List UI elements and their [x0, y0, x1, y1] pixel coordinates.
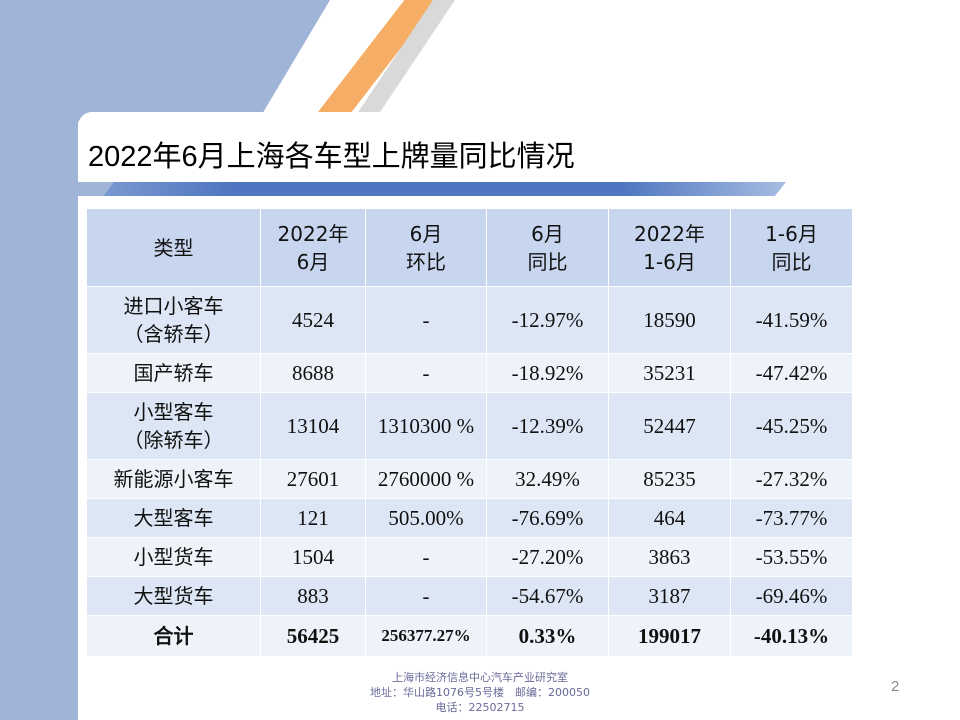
cell-ytd-yoy: -73.77% — [730, 498, 853, 538]
cell-ytd-yoy: -27.32% — [730, 459, 853, 499]
cell-type: 国产轿车 — [86, 353, 261, 393]
cell-type: 小型客车 （除轿车） — [86, 392, 261, 460]
cell-mom: - — [365, 576, 487, 616]
table-total-row: 合计 56425 256377.27% 0.33% 199017 -40.13% — [86, 615, 853, 657]
registration-table: 类型 2022年 6月 6月 环比 6月 同比 2022年 1-6月 1-6月 同比 进口… — [86, 208, 853, 657]
table-row: 大型货车 883 - -54.67% 3187 -69.46% — [86, 576, 853, 616]
table-row: 国产轿车 8688 - -18.92% 35231 -47.42% — [86, 353, 853, 393]
cell-ytd: 52447 — [608, 392, 731, 460]
title-underline-accent — [44, 182, 114, 196]
page-number: 2 — [891, 678, 900, 695]
cell-ytd-yoy: -41.59% — [730, 286, 853, 354]
footer-org: 上海市经济信息中心汽车产业研究室 — [392, 671, 568, 684]
cell-mom: - — [365, 537, 487, 577]
cell-ytd-yoy: -53.55% — [730, 537, 853, 577]
cell-type: 进口小客车 （含轿车） — [86, 286, 261, 354]
cell-ytd: 35231 — [608, 353, 731, 393]
header-ytd-yoy: 1-6月 同比 — [730, 208, 853, 287]
cell-ytd: 85235 — [608, 459, 731, 499]
cell-yoy: -54.67% — [486, 576, 609, 616]
cell-mom: 2760000 % — [365, 459, 487, 499]
cell-total-mom: 256377.27% — [365, 615, 487, 657]
header-june-yoy: 6月 同比 — [486, 208, 609, 287]
cell-yoy: -12.97% — [486, 286, 609, 354]
cell-type: 小型货车 — [86, 537, 261, 577]
cell-june: 883 — [260, 576, 366, 616]
footer-address: 地址：华山路1076号5号楼 邮编：200050 — [370, 686, 590, 699]
cell-mom: - — [365, 353, 487, 393]
footer-contact: 上海市经济信息中心汽车产业研究室 地址：华山路1076号5号楼 邮编：20005… — [360, 670, 600, 715]
cell-mom: 1310300 % — [365, 392, 487, 460]
cell-ytd: 3863 — [608, 537, 731, 577]
table-row: 大型客车 121 505.00% -76.69% 464 -73.77% — [86, 498, 853, 538]
header-ytd-2022: 2022年 1-6月 — [608, 208, 731, 287]
cell-yoy: 32.49% — [486, 459, 609, 499]
cell-yoy: -18.92% — [486, 353, 609, 393]
cell-june: 27601 — [260, 459, 366, 499]
cell-ytd-yoy: -45.25% — [730, 392, 853, 460]
cell-type: 新能源小客车 — [86, 459, 261, 499]
cell-june: 8688 — [260, 353, 366, 393]
cell-total-yoy: 0.33% — [486, 615, 609, 657]
cell-june: 4524 — [260, 286, 366, 354]
cell-total-ytd: 199017 — [608, 615, 731, 657]
table-row: 小型货车 1504 - -27.20% 3863 -53.55% — [86, 537, 853, 577]
cell-total-ytd-yoy: -40.13% — [730, 615, 853, 657]
cell-type: 大型货车 — [86, 576, 261, 616]
cell-ytd-yoy: -69.46% — [730, 576, 853, 616]
slide-title: 2022年6月上海各车型上牌量同比情况 — [88, 141, 575, 173]
cell-ytd: 3187 — [608, 576, 731, 616]
table-header-row: 类型 2022年 6月 6月 环比 6月 同比 2022年 1-6月 1-6月 同比 — [86, 208, 853, 287]
header-type: 类型 — [86, 208, 261, 287]
cell-ytd-yoy: -47.42% — [730, 353, 853, 393]
cell-type: 大型客车 — [86, 498, 261, 538]
cell-ytd: 18590 — [608, 286, 731, 354]
table-row: 新能源小客车 27601 2760000 % 32.49% 85235 -27.… — [86, 459, 853, 499]
header-june-2022: 2022年 6月 — [260, 208, 366, 287]
cell-yoy: -27.20% — [486, 537, 609, 577]
cell-mom: - — [365, 286, 487, 354]
table-row: 进口小客车 （含轿车） 4524 - -12.97% 18590 -41.59% — [86, 286, 853, 354]
table-row: 小型客车 （除轿车） 13104 1310300 % -12.39% 52447 … — [86, 392, 853, 460]
top-background-shape — [0, 0, 330, 122]
cell-yoy: -12.39% — [486, 392, 609, 460]
cell-june: 1504 — [260, 537, 366, 577]
cell-yoy: -76.69% — [486, 498, 609, 538]
cell-june: 121 — [260, 498, 366, 538]
cell-total-june: 56425 — [260, 615, 366, 657]
cell-mom: 505.00% — [365, 498, 487, 538]
cell-total-label: 合计 — [86, 615, 261, 657]
header-june-mom: 6月 环比 — [365, 208, 487, 287]
title-underline-bar — [44, 182, 786, 196]
cell-june: 13104 — [260, 392, 366, 460]
cell-ytd: 464 — [608, 498, 731, 538]
footer-phone: 电话：22502715 — [435, 701, 525, 714]
